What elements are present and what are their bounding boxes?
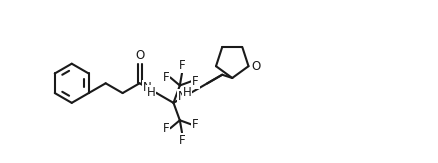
Text: H: H	[182, 86, 191, 99]
Text: O: O	[134, 49, 144, 62]
Text: O: O	[251, 60, 260, 73]
Text: H: H	[147, 86, 155, 99]
Text: F: F	[178, 59, 185, 72]
Text: N: N	[178, 90, 187, 103]
Text: N: N	[142, 81, 151, 94]
Text: F: F	[162, 71, 169, 84]
Text: F: F	[162, 122, 169, 135]
Text: F: F	[192, 75, 198, 88]
Text: F: F	[192, 118, 198, 131]
Text: F: F	[178, 134, 185, 147]
